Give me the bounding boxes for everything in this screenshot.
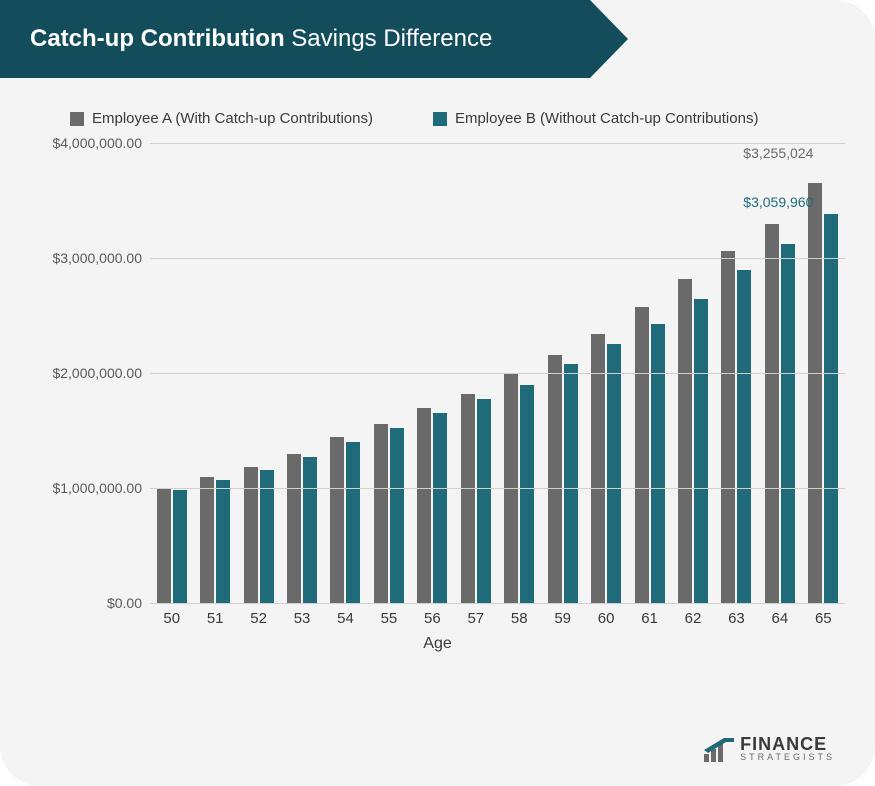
x-tick-label: 59 [554, 610, 571, 627]
bar-group [287, 454, 317, 604]
x-tick-label: 60 [598, 610, 615, 627]
x-tick-label: 64 [772, 610, 789, 627]
x-tick-label: 58 [511, 610, 528, 627]
legend-label: Employee A (With Catch-up Contributions) [92, 110, 373, 127]
brand-text: FINANCE STRATEGISTS [740, 735, 835, 762]
x-tick-label: 55 [381, 610, 398, 627]
brand-sub: STRATEGISTS [740, 753, 835, 762]
data-label: $3,255,024 [743, 145, 813, 161]
chart-card: Catch-up Contribution Savings Difference… [0, 0, 875, 786]
bar [287, 454, 301, 604]
bar [477, 399, 491, 603]
y-tick-label: $4,000,000.00 [52, 135, 142, 151]
bar-group [591, 334, 621, 603]
grid-line [150, 603, 845, 604]
x-tick-label: 54 [337, 610, 354, 627]
bar [694, 299, 708, 603]
grid-line [150, 488, 845, 489]
bar [157, 488, 171, 603]
bar [564, 364, 578, 603]
y-tick-label: $2,000,000.00 [52, 365, 142, 381]
x-tick-label: 51 [207, 610, 224, 627]
plot: $0.00 $1,000,000.00 $2,000,000.00 $3,000,00… [30, 143, 845, 643]
grid-line [150, 143, 845, 144]
legend-swatch [433, 112, 447, 126]
x-tick-label: 63 [728, 610, 745, 627]
x-tick-label: 57 [467, 610, 484, 627]
x-tick-label: 65 [815, 610, 832, 627]
bar [303, 457, 317, 603]
bar [390, 428, 404, 603]
bar-group [765, 224, 795, 604]
chart-title: Catch-up Contribution Savings Difference [0, 0, 590, 78]
grid-line [150, 258, 845, 259]
bar-group [678, 279, 708, 603]
y-tick-label: $0.00 [107, 595, 142, 611]
x-tick-label: 53 [294, 610, 311, 627]
brand-main: FINANCE [740, 735, 835, 753]
bar-group [461, 394, 491, 603]
bar [548, 355, 562, 603]
x-tick-label: 50 [163, 610, 180, 627]
bar-group [721, 251, 751, 603]
bar [173, 490, 187, 603]
bar [781, 244, 795, 603]
bar [591, 334, 605, 603]
header-banner: Catch-up Contribution Savings Difference [0, 0, 590, 78]
bar-group [157, 488, 187, 603]
bar [330, 437, 344, 603]
bar-group [417, 408, 447, 604]
bar [635, 307, 649, 603]
bar [346, 442, 360, 603]
x-tick-label: 52 [250, 610, 267, 627]
bar-group [200, 477, 230, 604]
data-label: $3,059,960 [743, 194, 813, 210]
legend-swatch [70, 112, 84, 126]
bar [260, 470, 274, 603]
x-tick-label: 61 [641, 610, 658, 627]
bar-group [374, 424, 404, 603]
bar [824, 214, 838, 603]
bar [721, 251, 735, 603]
brand-logo: FINANCE STRATEGISTS [704, 735, 835, 762]
title-light: Savings Difference [291, 25, 492, 52]
bar [374, 424, 388, 603]
title-bold: Catch-up Contribution [30, 25, 285, 52]
bar [216, 480, 230, 603]
bar [737, 270, 751, 604]
y-axis: $0.00$1,000,000.00$2,000,000.00$3,000,00… [30, 143, 150, 603]
legend: Employee A (With Catch-up Contributions)… [30, 110, 845, 127]
brand-mark-icon [704, 736, 734, 762]
grid-line [150, 373, 845, 374]
x-tick-label: 62 [685, 610, 702, 627]
x-tick-label: 56 [424, 610, 441, 627]
y-tick-label: $3,000,000.00 [52, 250, 142, 266]
bar [200, 477, 214, 604]
bar-group [548, 355, 578, 603]
bar-group [635, 307, 665, 603]
bar [765, 224, 779, 604]
bar-group [330, 437, 360, 603]
bar-group [808, 183, 838, 603]
bar [461, 394, 475, 603]
bar [607, 344, 621, 603]
x-axis-label: Age [423, 635, 451, 653]
bar [678, 279, 692, 603]
bar [417, 408, 431, 604]
bar [520, 385, 534, 604]
legend-item: Employee B (Without Catch-up Contributio… [433, 110, 758, 127]
legend-label: Employee B (Without Catch-up Contributio… [455, 110, 758, 127]
bar [433, 413, 447, 603]
bar [808, 183, 822, 603]
y-tick-label: $1,000,000.00 [52, 480, 142, 496]
bar [651, 324, 665, 603]
legend-item: Employee A (With Catch-up Contributions) [70, 110, 373, 127]
chart-area: Employee A (With Catch-up Contributions)… [30, 110, 845, 710]
